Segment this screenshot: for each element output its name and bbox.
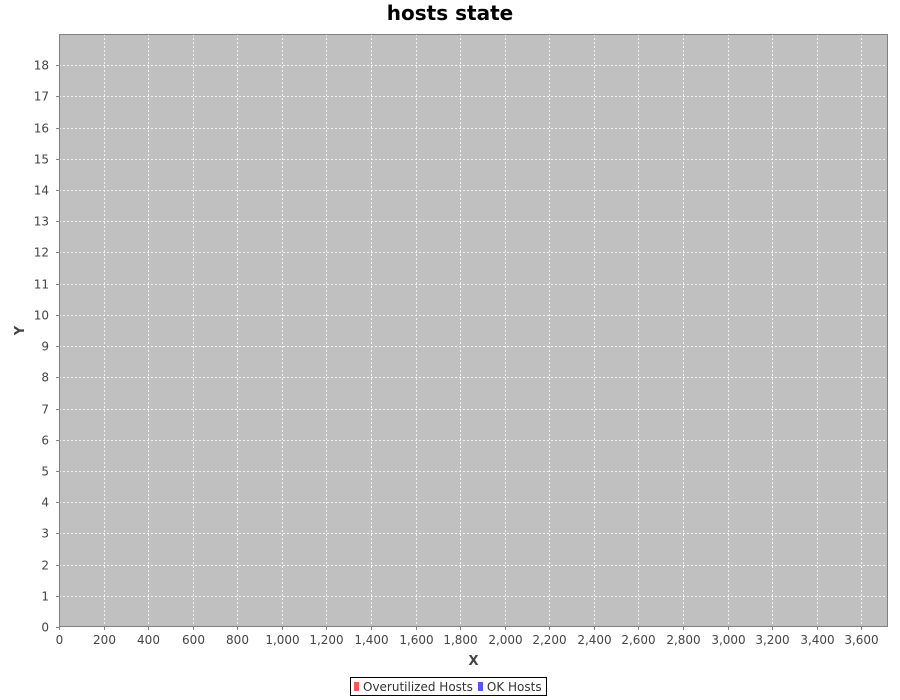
y-tick-label: 4 (41, 496, 49, 510)
y-tick-label: 1 (41, 590, 49, 604)
chart-title: hosts state (386, 1, 514, 25)
legend-item-overutilized: Overutilized Hosts (354, 680, 473, 694)
x-tick-label: 1,600 (399, 633, 433, 647)
y-tick-label: 11 (34, 278, 49, 292)
y-tick-label: 18 (34, 59, 49, 73)
x-tick-label: 3,000 (711, 633, 745, 647)
x-tick-label: 600 (182, 633, 205, 647)
x-tick-label: 0 (56, 633, 64, 647)
x-tick-label: 2,600 (621, 633, 655, 647)
x-tick-label: 200 (93, 633, 116, 647)
x-tick-label: 800 (226, 633, 249, 647)
x-tick-label: 2,000 (488, 633, 522, 647)
x-tick-label: 400 (137, 633, 160, 647)
x-tick-label: 1,000 (265, 633, 299, 647)
x-tick-label: 3,400 (800, 633, 834, 647)
y-tick-label: 15 (34, 153, 49, 167)
legend-label-ok: OK Hosts (486, 679, 542, 694)
y-tick-label: 5 (41, 465, 49, 479)
x-tick-label: 2,800 (666, 633, 700, 647)
y-tick-label: 9 (41, 340, 49, 354)
legend-label-overutilized: Overutilized Hosts (363, 679, 473, 694)
legend-swatch-overutilized (354, 682, 359, 691)
x-tick-label: 3,600 (844, 633, 878, 647)
legend: Overutilized Hosts OK Hosts (350, 677, 547, 696)
x-tick-label: 1,400 (354, 633, 388, 647)
x-tick-label: 2,200 (532, 633, 566, 647)
y-tick-label: 7 (41, 403, 49, 417)
y-tick-label: 6 (41, 434, 49, 448)
x-tick-label: 1,200 (309, 633, 343, 647)
y-tick-label: 3 (41, 527, 49, 541)
x-axis-title: X (468, 654, 478, 669)
y-tick-label: 17 (34, 90, 49, 104)
grid-lines (59, 34, 888, 627)
x-axis: 0 200 400 600 800 1,000 1,200 1,400 1,600 1,800 2,… (56, 627, 879, 647)
y-tick-label: 8 (41, 371, 49, 385)
chart-plot: 0 200 400 600 800 1,000 1,200 1,400 1,600 1,800 2,… (13, 34, 888, 669)
x-tick-label: 2,400 (577, 633, 611, 647)
y-tick-label: 14 (34, 184, 49, 198)
y-tick-label: 2 (41, 559, 49, 573)
plot-border (59, 34, 888, 627)
y-axis-title: Y (13, 325, 28, 336)
x-tick-label: 3,200 (755, 633, 789, 647)
legend-item-ok: OK Hosts (477, 679, 542, 694)
plot-area (59, 34, 888, 627)
x-tick-label: 1,800 (443, 633, 477, 647)
y-tick-label: 10 (34, 309, 49, 323)
legend-swatch-ok (477, 682, 483, 691)
y-tick-label: 16 (34, 122, 49, 136)
y-tick-label: 0 (41, 621, 49, 635)
y-tick-label: 12 (34, 246, 49, 260)
y-tick-label: 13 (34, 215, 49, 229)
